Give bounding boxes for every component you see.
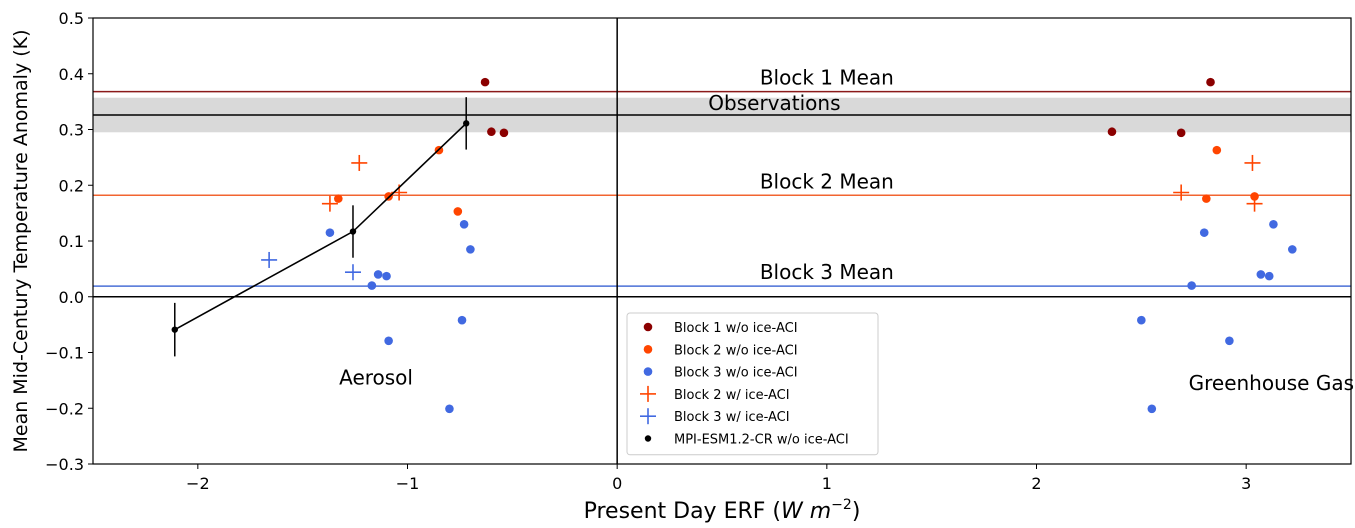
x-tick-label: 2 [1031, 474, 1041, 493]
legend-item-1: Block 1 w/o ice-ACI [643, 321, 798, 336]
data-point [1176, 128, 1186, 138]
mean-line-label-3: Block 3 Mean [760, 260, 894, 284]
legend-box [626, 312, 879, 456]
plus-marker [321, 195, 338, 212]
legend-label: Block 1 w/o ice-ACI [674, 321, 798, 336]
plus-marker [1244, 154, 1261, 171]
data-point [325, 228, 335, 237]
legend-marker [643, 322, 653, 332]
x-axis-label-exponent: −2 [831, 497, 852, 513]
data-point [1212, 145, 1222, 155]
legend-item-3: Block 3 w/o ice-ACI [643, 366, 798, 381]
data-point [453, 207, 463, 216]
data-point [334, 194, 343, 203]
y-tick-label: 0.2 [59, 176, 84, 195]
legend-item-5: Block 3 w/ ice-ACI [640, 408, 790, 425]
plus-marker [1246, 195, 1263, 212]
plus-marker [351, 154, 368, 171]
legend-marker [644, 435, 652, 442]
data-point [382, 271, 391, 281]
y-tick-label: 0.0 [59, 288, 84, 307]
mean-line-label-2: Block 2 Mean [760, 169, 894, 193]
legend-item-2: Block 2 w/o ice-ACI [643, 343, 798, 358]
data-series [171, 77, 1297, 414]
legend-item-4: Block 2 w/ ice-ACI [640, 385, 790, 403]
y-axis-label: Mean Mid-Century Temperature Anomaly (K) [10, 29, 32, 452]
data-point [466, 245, 475, 254]
plus-marker [1173, 184, 1190, 201]
legend-label: Block 3 w/o ice-ACI [674, 366, 798, 381]
data-point [487, 127, 496, 137]
mean-line-label-1: Block 1 Mean [760, 66, 894, 90]
legend-label: MPI-ESM1.2-CR w/o ice-ACI [674, 433, 849, 448]
data-point [1287, 245, 1297, 254]
series-6 [171, 97, 470, 357]
annotation-2: Greenhouse Gas [1189, 371, 1354, 395]
legend-marker [643, 367, 653, 376]
data-point [1264, 271, 1274, 281]
data-point [459, 219, 469, 229]
y-tick-label: −0.2 [45, 399, 84, 418]
data-point [1269, 219, 1278, 229]
series-5 [261, 251, 361, 281]
data-point [1187, 281, 1196, 290]
series-1 [480, 77, 1215, 138]
data-point [1225, 336, 1234, 346]
data-point [1199, 228, 1209, 237]
hline-labels: Block 1 Mean Block 2 Mean Block 3 Mean Obse… [708, 66, 894, 285]
x-tick-label: 0 [612, 474, 622, 493]
data-point [1202, 194, 1211, 203]
data-point [384, 336, 393, 346]
legend-item-6: MPI-ESM1.2-CR w/o ice-ACI [644, 433, 849, 448]
data-point [373, 270, 383, 279]
data-point [499, 128, 509, 138]
x-axis-label-unit: W m [781, 499, 831, 524]
observations-label: Observations [708, 91, 840, 115]
plus-marker [344, 264, 361, 281]
data-point [1107, 127, 1117, 137]
series-line [174, 122, 467, 331]
data-point [480, 77, 490, 87]
data-point [1137, 315, 1146, 325]
data-point [463, 120, 470, 127]
x-tick-label: −2 [186, 474, 210, 493]
legend-label: Block 2 w/o ice-ACI [674, 343, 798, 358]
x-tick-label: 3 [1241, 474, 1251, 493]
legend-label: Block 3 w/ ice-ACI [674, 410, 790, 425]
x-axis: −2 −1 0 1 2 3 [186, 464, 1251, 493]
y-tick-label: −0.1 [45, 344, 84, 363]
x-axis-label-close: ) [852, 499, 861, 524]
annotation-1: Aerosol [339, 366, 413, 390]
y-tick-label: 0.1 [59, 232, 84, 251]
y-tick-label: 0.5 [59, 9, 84, 28]
data-point [171, 326, 178, 333]
data-point [457, 315, 467, 325]
data-point [1147, 404, 1157, 414]
annotations: Aerosol Greenhouse Gas [339, 366, 1354, 396]
x-axis-label-main: Present Day ERF ( [584, 499, 781, 524]
x-axis-label: Present Day ERF (W m−2) [584, 497, 861, 524]
x-tick-label: −1 [396, 474, 420, 493]
series-3 [325, 219, 1297, 414]
legend: Block 1 w/o ice-ACI Block 2 w/o ice-ACI Bl… [626, 312, 879, 456]
legend-label: Block 2 w/ ice-ACI [674, 388, 790, 403]
data-point [1256, 270, 1266, 279]
legend-marker [643, 345, 653, 354]
plus-marker [261, 251, 278, 268]
y-tick-label: 0.3 [59, 121, 84, 140]
x-tick-label: 1 [822, 474, 832, 493]
data-point [445, 404, 454, 414]
reference-lines [93, 90, 1351, 298]
data-point [1206, 77, 1215, 87]
data-point [349, 228, 357, 235]
y-tick-label: −0.3 [45, 455, 84, 474]
y-tick-label: 0.4 [59, 65, 84, 84]
data-point [367, 281, 377, 290]
y-axis: −0.3 −0.2 −0.1 0.0 0.1 0.2 0.3 0.4 0.5 [45, 9, 93, 474]
